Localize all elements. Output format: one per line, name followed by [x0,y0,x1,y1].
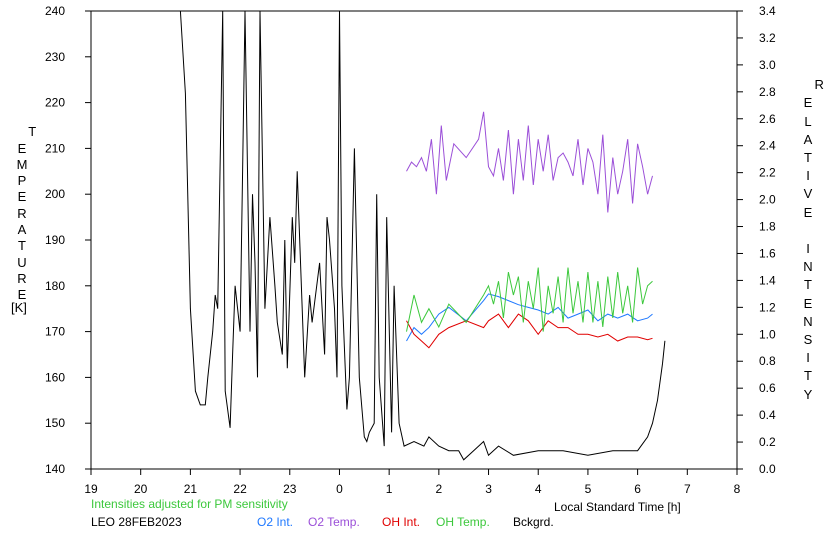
x-tick-label: 20 [134,482,148,496]
y-left-tick-label: 140 [45,462,65,476]
bckgrd-line [179,11,666,461]
o2-temp-line [406,111,653,213]
x-tick-label: 3 [485,482,492,496]
x-tick-label: 6 [634,482,641,496]
ticks-layer: 19 20 21 22 23 0 1 2 3 4 5 6 7 8140150160170180190200… [45,4,776,496]
y-left-tick-label: 230 [45,50,65,64]
x-tick-label: 23 [283,482,297,496]
y-right-tick-label: 1.8 [759,220,776,234]
y-right-tick-label: 0.8 [759,354,776,368]
series-layer [179,11,666,461]
y-right-tick-label: 2.0 [759,193,776,207]
y-left-tick-label: 200 [45,187,65,201]
y-right-tick-label: 2.8 [759,85,776,99]
note-sensitivity: Intensities adjusted for PM sensitivity [91,497,288,511]
x-tick-label: 5 [585,482,592,496]
y-right-tick-label: 2.2 [759,166,776,180]
left-axis-unit: [K] [11,300,27,315]
y-right-tick-label: 1.4 [759,273,776,287]
y-left-tick-label: 240 [45,4,65,18]
left-axis-label-text: T E M P E R A T U R E [16,124,37,303]
y-right-tick-label: 2.4 [759,139,776,153]
x-tick-label: 2 [436,482,443,496]
y-right-tick-label: 1.6 [759,246,776,260]
y-left-tick-label: 150 [45,416,65,430]
x-tick-label: 19 [84,482,98,496]
legend-bckgrd: Bckgrd. [513,515,554,529]
left-axis-label: T E M P E R A T U R E [14,108,37,320]
axes-layer [90,10,738,470]
x-tick-label: 21 [184,482,198,496]
y-right-tick-label: 0.0 [759,462,776,476]
y-right-tick-label: 0.2 [759,435,776,449]
oh-int-line [406,313,653,349]
x-tick-label: 1 [386,482,393,496]
y-left-tick-label: 220 [45,96,65,110]
x-axis-label: Local Standard Time [h] [554,500,681,514]
y-left-tick-label: 210 [45,141,65,155]
y-right-tick-label: 1.2 [759,300,776,314]
y-right-tick-label: 3.0 [759,58,776,72]
right-axis-label-text: R E L A T I V E I N T E N S I T Y [803,77,824,402]
legend-o2-int: O2 Int. [257,515,294,529]
x-tick-label: 8 [734,482,741,496]
y-left-tick-label: 170 [45,325,65,339]
y-left-tick-label: 190 [45,233,65,247]
x-tick-label: 7 [684,482,691,496]
legend-o2-temp: O2 Temp. [308,515,360,529]
y-right-tick-label: 0.4 [759,408,776,422]
y-right-tick-label: 3.4 [759,4,776,18]
legend-oh-temp: OH Temp. [436,515,490,529]
y-right-tick-label: 0.6 [759,381,776,395]
x-tick-label: 22 [233,482,247,496]
y-left-tick-label: 160 [45,370,65,384]
y-right-tick-label: 2.6 [759,112,776,126]
oh-temp-line [406,267,653,332]
x-tick-label: 4 [535,482,542,496]
legend-oh-int: OH Int. [382,515,421,529]
y-right-tick-label: 3.2 [759,31,776,45]
right-axis-label: R E L A T I V E I N T E N S I T Y [800,58,824,422]
y-left-tick-label: 180 [45,279,65,293]
x-tick-label: 0 [336,482,343,496]
note-station-date: LEO 28FEB2023 [91,515,182,529]
y-right-tick-label: 1.0 [759,327,776,341]
